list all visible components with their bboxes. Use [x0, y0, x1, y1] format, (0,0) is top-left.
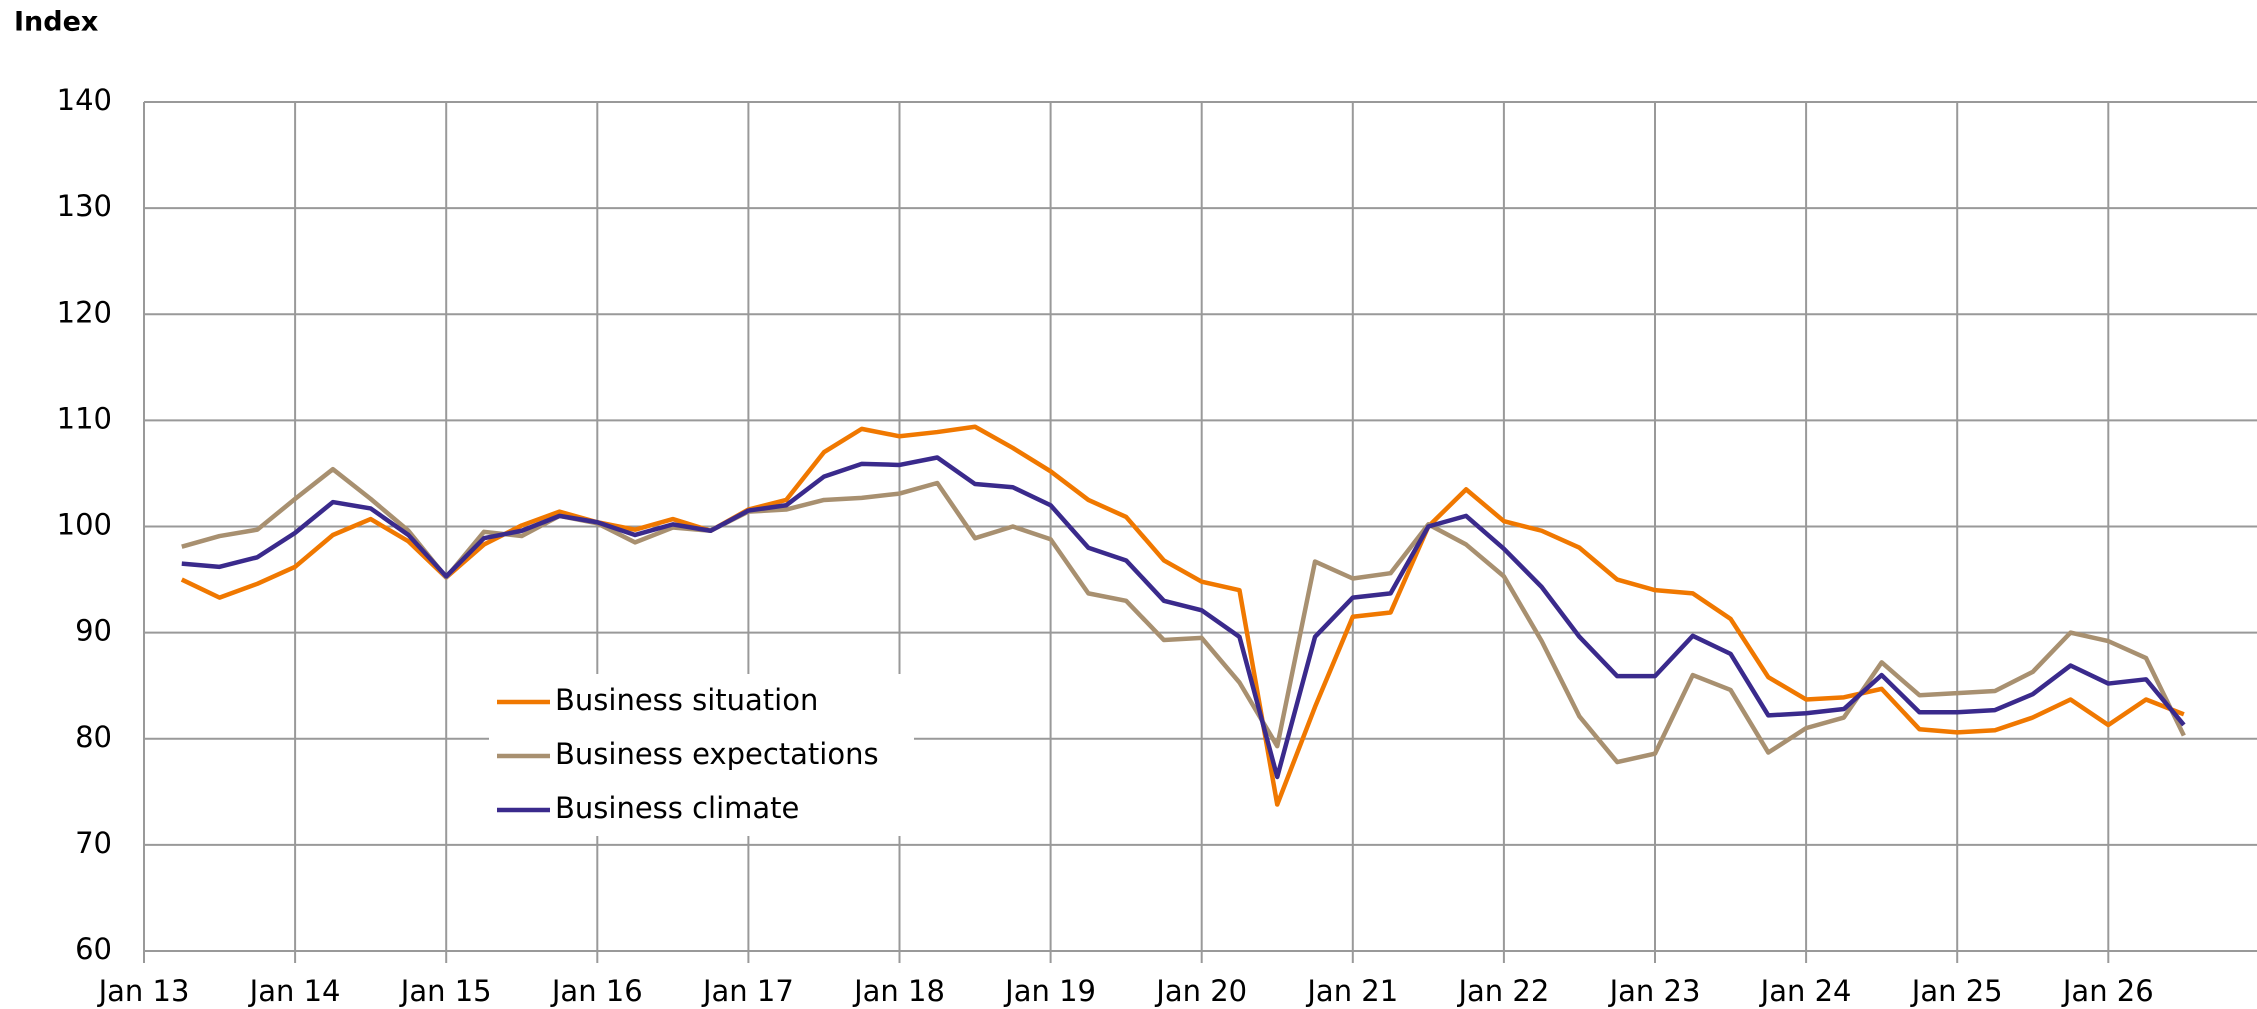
- y-tick-label: 100: [57, 508, 112, 542]
- y-tick-label: 90: [75, 614, 112, 648]
- x-tick-label: Jan 18: [852, 974, 945, 1008]
- legend-label: Business expectations: [555, 737, 879, 771]
- x-tick-label: Jan 19: [1003, 974, 1096, 1008]
- y-tick-label: 80: [75, 720, 112, 754]
- x-tick-label: Jan 25: [1910, 974, 2003, 1008]
- data-line: [180, 424, 2185, 807]
- x-tick-label: Jan 24: [1759, 974, 1852, 1008]
- y-tick-label: 110: [57, 401, 112, 435]
- legend: [489, 674, 914, 836]
- legend-label: Business situation: [555, 683, 818, 717]
- y-axis-label: Index: [14, 7, 98, 38]
- x-tick-label: Jan 14: [248, 974, 341, 1008]
- x-tick-label: Jan 13: [97, 974, 190, 1008]
- x-tick-label: Jan 21: [1305, 974, 1398, 1008]
- y-tick-label: 70: [75, 826, 112, 860]
- x-tick-label: Jan 26: [2061, 974, 2154, 1008]
- x-tick-label: Jan 16: [550, 974, 643, 1008]
- y-tick-label: 130: [57, 189, 112, 223]
- legend-label: Business climate: [555, 791, 799, 825]
- x-tick-label: Jan 15: [399, 974, 492, 1008]
- data-line: [181, 455, 2186, 780]
- data-line: [181, 466, 2186, 765]
- y-tick-label: 120: [57, 295, 112, 329]
- x-tick-label: Jan 22: [1456, 974, 1549, 1008]
- x-tick-label: Jan 23: [1608, 974, 1701, 1008]
- x-tick-label: Jan 17: [701, 974, 794, 1008]
- x-tick-label: Jan 20: [1154, 974, 1247, 1008]
- y-tick-label: 60: [75, 932, 112, 966]
- y-tick-label: 140: [57, 83, 112, 117]
